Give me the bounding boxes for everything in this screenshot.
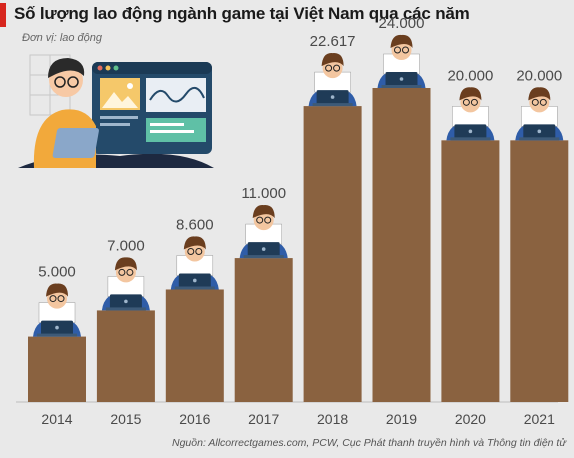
category-label: 2020 (455, 411, 486, 427)
bar-group: 5.000 2014 (28, 264, 86, 427)
developer-figure-icon (170, 236, 219, 290)
value-label: 22.617 (310, 33, 356, 50)
bar-group: 7.000 2015 (96, 237, 155, 427)
developer-figure-icon (239, 205, 288, 259)
value-label: 5.000 (38, 264, 76, 281)
value-label: 20.000 (516, 67, 562, 84)
bar (165, 289, 224, 402)
developer-figure-icon (446, 87, 495, 141)
value-label: 8.600 (176, 216, 214, 233)
category-label: 2015 (110, 411, 141, 427)
unit-label: Đơn vị: lao động (22, 32, 103, 44)
category-label: 2018 (317, 411, 348, 427)
category-label: 2014 (41, 411, 72, 427)
bar (372, 88, 431, 402)
title-bar: Số lượng lao động ngành game tại Việt Na… (0, 0, 574, 30)
source-note: Nguồn: Allcorrectgames.com, PCW, Cục Phá… (172, 437, 566, 449)
value-label: 20.000 (447, 67, 493, 84)
illustration-developer (18, 54, 214, 168)
title-accent (0, 3, 6, 27)
bar-group: 8.600 2016 (165, 216, 224, 427)
bar-group: 11.000 2017 (234, 185, 293, 427)
developer-figure-icon (308, 53, 357, 107)
category-label: 2019 (386, 411, 417, 427)
bar-group: 22.617 2018 (303, 33, 362, 427)
developer-figure-icon (515, 87, 564, 141)
developer-figure-icon (101, 257, 150, 311)
chart-title: Số lượng lao động ngành game tại Việt Na… (14, 4, 470, 23)
category-label: 2016 (179, 411, 210, 427)
bar (303, 106, 362, 403)
value-label: 24.000 (379, 15, 425, 32)
value-label: 7.000 (107, 237, 145, 254)
developer-figure-icon (33, 283, 81, 337)
value-label: 11.000 (241, 185, 286, 202)
bar-group: 20.000 2021 (510, 67, 569, 427)
bar (96, 310, 155, 402)
bar-group: 24.000 2019 (372, 15, 431, 427)
category-label: 2017 (248, 411, 279, 427)
developer-figure-icon (377, 34, 426, 88)
bar (28, 336, 86, 402)
bar (234, 258, 293, 402)
bar (441, 140, 500, 403)
bar (510, 140, 569, 403)
category-label: 2021 (524, 411, 555, 427)
bar-group: 20.000 2020 (441, 67, 500, 427)
